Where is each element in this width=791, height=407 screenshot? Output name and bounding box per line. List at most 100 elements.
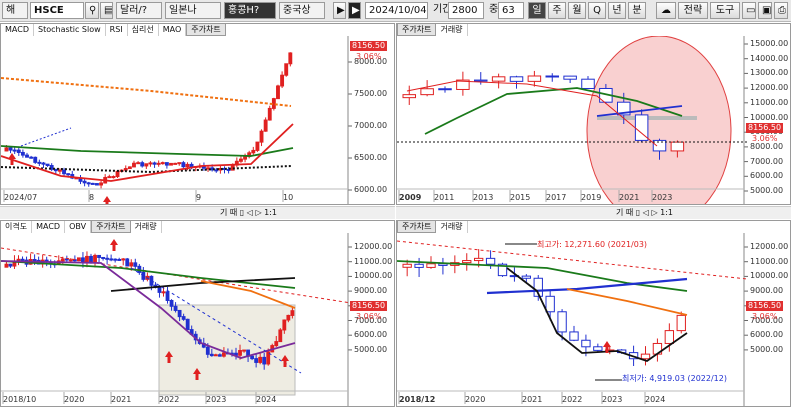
tab-4[interactable]: MAO — [159, 24, 187, 36]
x-label: 2022 — [159, 395, 180, 404]
chart-tools-left[interactable]: 기 때 ▯ ◁ ▷ 1:1 — [220, 208, 278, 217]
period-button-5[interactable]: 분 — [628, 2, 646, 19]
price-chart — [397, 36, 749, 204]
candle-body — [8, 147, 13, 151]
candle-body — [438, 88, 452, 91]
tab-2[interactable]: OBV — [65, 221, 92, 233]
candle-body — [109, 258, 114, 261]
market-select[interactable]: 홍콩H? — [224, 2, 276, 19]
x-label: 9 — [196, 193, 202, 202]
signal-arrow — [603, 341, 611, 353]
candle-body — [213, 354, 218, 357]
candle-body — [4, 147, 9, 152]
y-tick: 7000.00 — [750, 156, 784, 166]
y-tick: 6000.00 — [354, 185, 388, 194]
candle-body — [62, 169, 66, 175]
candle-body — [456, 79, 470, 90]
last-price-badge: 8156.50 — [746, 301, 784, 311]
tab-4[interactable]: 거래량 — [131, 221, 162, 233]
x-label: 8 — [89, 193, 95, 202]
tab-0[interactable]: MACD — [1, 24, 34, 36]
y-tick: 6000.00 — [750, 171, 784, 181]
candle-body — [32, 259, 37, 262]
candle-body — [263, 119, 268, 132]
period-button-1[interactable]: 주 — [548, 2, 566, 19]
count-input[interactable]: 63 — [498, 2, 524, 19]
save-icon[interactable]: ▣ — [758, 2, 772, 19]
candle-body — [278, 329, 283, 343]
folder-icon[interactable]: ▭ — [742, 2, 756, 19]
candle-body — [209, 353, 214, 357]
signal-arrow — [103, 196, 111, 204]
candle-body — [89, 255, 93, 263]
candle-body — [255, 141, 260, 151]
date-input[interactable]: 2024/10/04 — [365, 2, 428, 19]
y-tick: 7000.00 — [354, 315, 388, 325]
candle-body — [132, 162, 136, 168]
candle-body — [60, 258, 65, 262]
search-icon[interactable]: ⚲ — [85, 2, 99, 19]
candle-body — [242, 349, 246, 352]
tools-button[interactable]: 도구 — [710, 2, 740, 19]
moving-average-line — [1, 77, 292, 107]
y-tick: 15000.00 — [750, 39, 789, 48]
tab-5[interactable]: 주가차트 — [186, 24, 226, 36]
currency-select[interactable]: 달러/? — [116, 2, 162, 19]
x-label: 2024/07 — [4, 193, 38, 202]
candle-body — [239, 158, 243, 162]
candle-body — [169, 162, 173, 166]
tab-1[interactable]: 거래량 — [436, 24, 468, 36]
candle-body — [157, 286, 162, 293]
change-percent: 3.06% — [752, 134, 778, 143]
region-select[interactable]: 중국상 — [279, 2, 325, 19]
x-label: 2018/12 — [399, 395, 436, 404]
y-tick: 10000.00 — [750, 112, 789, 122]
tab-2[interactable]: RSI — [106, 24, 128, 36]
candle-body — [101, 256, 105, 259]
y-tick: 8000.00 — [354, 57, 388, 66]
strategy-button[interactable]: 전략 — [678, 2, 708, 19]
candle-body — [177, 162, 182, 165]
candle-body — [664, 330, 675, 344]
candle-body — [497, 263, 508, 277]
moving-average-line — [397, 260, 688, 292]
period-type-select[interactable]: 일본나 — [165, 2, 221, 19]
tab-1[interactable]: MACD — [32, 221, 66, 233]
tab-0[interactable]: 주가차트 — [397, 221, 437, 233]
candle-body — [217, 354, 222, 357]
tab-1[interactable]: 거래량 — [436, 221, 468, 233]
mode-select[interactable]: 해 — [2, 2, 28, 19]
candle-body — [266, 351, 271, 365]
period-button-0[interactable]: 일 — [528, 2, 546, 19]
y-tick: 10000.00 — [354, 271, 393, 281]
candle-body — [274, 341, 279, 347]
tab-3[interactable]: 심리선 — [128, 24, 159, 36]
period-button-4[interactable]: 년 — [608, 2, 626, 19]
candle-body — [117, 258, 122, 261]
moving-average-line — [110, 277, 296, 292]
candle-body — [133, 262, 138, 267]
candle-body — [45, 163, 50, 166]
period-button-3[interactable]: Q — [588, 2, 606, 19]
candle-body — [652, 139, 667, 152]
x-label: 2023 — [652, 193, 673, 202]
chart-tools-right[interactable]: 기 때 ▯ ◁ ▷ 1:1 — [616, 208, 674, 217]
tab-0[interactable]: 주가차트 — [397, 24, 437, 36]
period-input[interactable]: 2800 — [448, 2, 484, 19]
tab-3[interactable]: 주가차트 — [91, 221, 131, 233]
print-icon[interactable]: ⎙ — [774, 2, 788, 19]
next-icon[interactable]: ▶ — [348, 2, 361, 19]
candle-body — [20, 258, 25, 261]
period-button-2[interactable]: 월 — [568, 2, 586, 19]
candle-body — [402, 263, 412, 268]
candle-body — [181, 316, 186, 320]
x-label: 2011 — [434, 193, 455, 202]
candle-body — [57, 169, 62, 172]
cloud-icon[interactable]: ☁ — [656, 2, 676, 19]
tab-1[interactable]: Stochastic Slow — [34, 24, 106, 36]
prev-icon[interactable]: ▶ — [333, 2, 346, 19]
symbol-input[interactable]: HSCE — [30, 2, 84, 19]
tab-0[interactable]: 이격도 — [1, 221, 33, 233]
list-icon[interactable]: ▤ — [100, 2, 113, 19]
candle-body — [262, 356, 267, 365]
